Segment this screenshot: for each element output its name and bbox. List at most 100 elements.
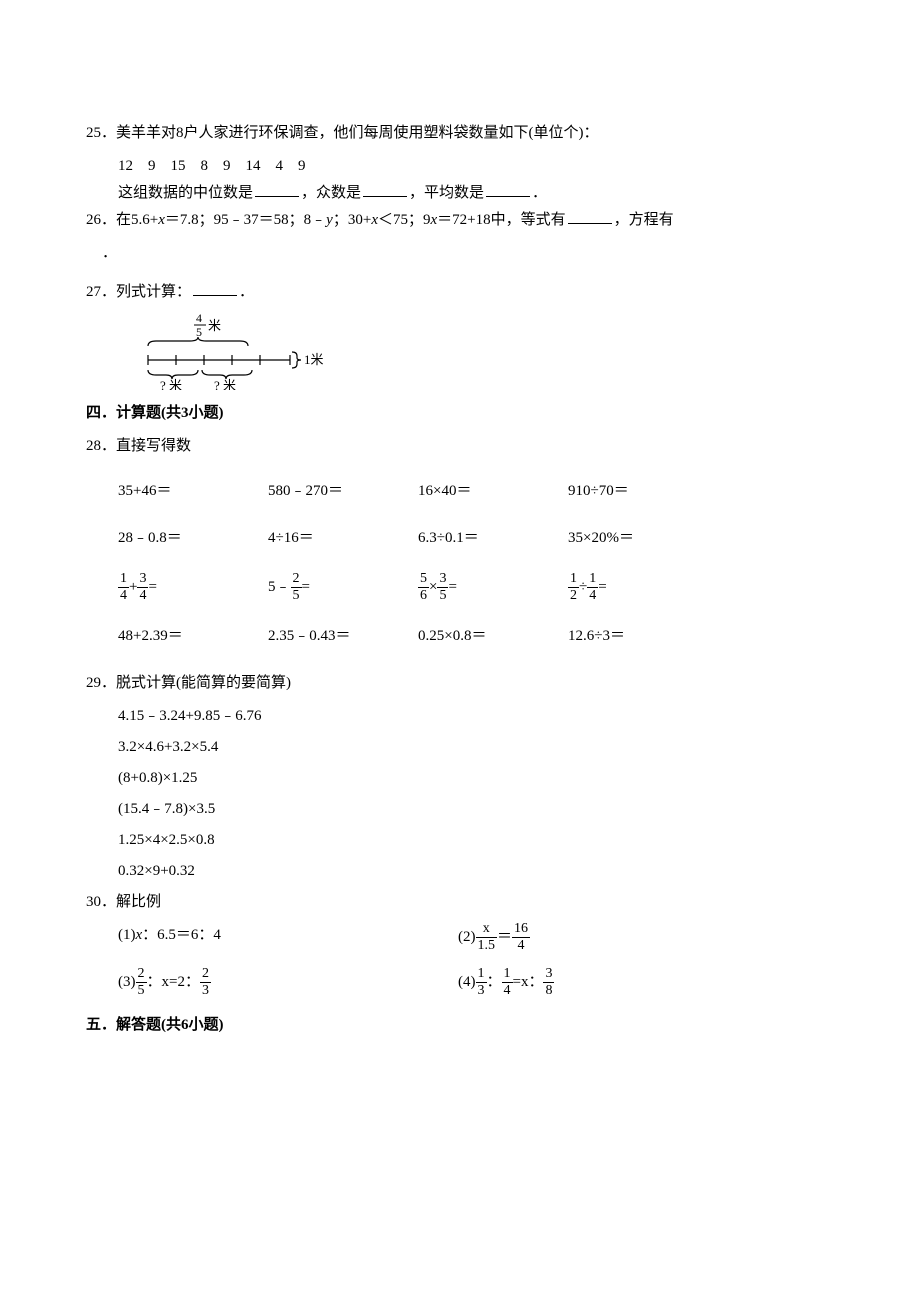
text: ＝7.8；95﹣37＝58；8﹣	[165, 212, 326, 228]
table-row: 35+46＝580﹣270＝16×40＝910÷70＝	[118, 468, 718, 515]
q25-part2: 这组数据的中位数是 ，众数是 ，平均数是 ．	[86, 180, 840, 207]
question-text: 解比例	[116, 894, 161, 910]
question-number: 30．	[86, 894, 116, 910]
question-number: 25．	[86, 125, 116, 141]
calc-cell: 4÷16＝	[268, 515, 418, 562]
diagram-bottom-left: ? 米	[160, 378, 182, 390]
blank-mean[interactable]	[486, 181, 530, 198]
text: ：6.5＝6：4	[142, 927, 221, 943]
question-text: 美羊羊对8户人家进行环保调查，他们每周使用塑料袋数量如下(单位个)：	[116, 125, 599, 141]
calc-cell: 12.6÷3＝	[568, 613, 718, 660]
question-27: 27．列式计算： ．	[86, 279, 840, 306]
question-number: 29．	[86, 675, 116, 691]
blank-mode[interactable]	[363, 181, 407, 198]
question-text: 脱式计算(能简算的要简算)	[116, 675, 291, 691]
q29-item: 4.15﹣3.24+9.85﹣6.76	[86, 703, 840, 730]
calc-cell: 14+34=	[118, 562, 268, 613]
frac: 38	[543, 967, 554, 998]
blank-median[interactable]	[255, 181, 299, 198]
q29-item: 3.2×4.6+3.2×5.4	[86, 734, 840, 761]
svg-text:4: 4	[196, 312, 202, 325]
text: ＝	[497, 929, 512, 945]
text: ：	[487, 974, 502, 990]
label: (2)	[458, 929, 476, 945]
label: (3)	[118, 974, 136, 990]
question-29: 29．脱式计算(能简算的要简算)	[86, 670, 840, 697]
calc-cell: 12÷14=	[568, 562, 718, 613]
svg-text:5: 5	[196, 325, 202, 339]
text: ，众数是	[301, 185, 361, 201]
section-4-title: 四．计算题(共3小题)	[86, 400, 840, 427]
q30-item4: (4)13：14=x：38	[458, 967, 554, 998]
var-x: x	[158, 212, 165, 228]
question-text: 直接写得数	[116, 438, 191, 454]
q30-item1: (1)x：6.5＝6：4	[118, 922, 458, 953]
label: (1)	[118, 927, 136, 943]
var-y: y	[326, 212, 333, 228]
calc-cell: 580﹣270＝	[268, 468, 418, 515]
label: (4)	[458, 974, 476, 990]
blank-expression[interactable]	[193, 280, 237, 297]
text: ．	[532, 185, 547, 201]
q30-row1: (1)x：6.5＝6：4 (2)x1.5＝164	[86, 922, 840, 953]
question-30: 30．解比例	[86, 889, 840, 916]
q30-row2: (3)25：x=2：23 (4)13：14=x：38	[86, 967, 840, 998]
q29-item: 0.32×9+0.32	[86, 858, 840, 885]
calc-cell: 0.25×0.8＝	[418, 613, 568, 660]
question-number: 27．	[86, 284, 116, 300]
text: ，平均数是	[409, 185, 484, 201]
q29-item: (15.4﹣7.8)×3.5	[86, 796, 840, 823]
text: 这组数据的中位数是	[118, 185, 253, 201]
frac: 56	[418, 572, 429, 603]
frac: x1.5	[476, 922, 498, 953]
text: ：x=2：	[147, 974, 200, 990]
frac: 14	[502, 967, 513, 998]
q25-data-values: 12 9 15 8 9 14 4 9	[86, 153, 840, 180]
q29-item: (8+0.8)×1.25	[86, 765, 840, 792]
frac: 25	[136, 967, 147, 998]
question-text: 列式计算：	[116, 284, 191, 300]
table-row: 48+2.39＝2.35﹣0.43＝0.25×0.8＝12.6÷3＝	[118, 613, 718, 660]
q29-item: 1.25×4×2.5×0.8	[86, 827, 840, 854]
text: ，方程有	[614, 212, 674, 228]
frac: 12	[568, 572, 579, 603]
q26-period: ．	[86, 240, 840, 267]
text: ＜75；9	[378, 212, 431, 228]
calc-cell: 5﹣25=	[268, 562, 418, 613]
question-28: 28．直接写得数	[86, 433, 840, 460]
frac: 25	[291, 572, 302, 603]
text: 在5.6+	[116, 212, 158, 228]
text: =x：	[513, 974, 544, 990]
q27-diagram: 4 5 米 1米 ? 米 ? 米	[86, 312, 840, 390]
calc-cell: 56×35=	[418, 562, 568, 613]
calc-cell: 6.3÷0.1＝	[418, 515, 568, 562]
q30-item2: (2)x1.5＝164	[458, 922, 530, 953]
frac: 23	[200, 967, 211, 998]
text: ．	[239, 284, 254, 300]
text: ＝72+18中，等式有	[437, 212, 565, 228]
calc-cell: 910÷70＝	[568, 468, 718, 515]
frac: 14	[118, 572, 129, 603]
frac: 164	[512, 922, 530, 953]
var-x: x	[371, 212, 378, 228]
frac: 14	[587, 572, 598, 603]
question-number: 26．	[86, 212, 116, 228]
table-row: 14+34=5﹣25=56×35=12÷14=	[118, 562, 718, 613]
blank-equations[interactable]	[568, 208, 612, 225]
section-5-title: 五．解答题(共6小题)	[86, 1012, 840, 1039]
calc-cell: 35×20%＝	[568, 515, 718, 562]
frac: 35	[437, 572, 448, 603]
question-25: 25．美羊羊对8户人家进行环保调查，他们每周使用塑料袋数量如下(单位个)：	[86, 120, 840, 147]
calc-cell: 28﹣0.8＝	[118, 515, 268, 562]
frac: 34	[137, 572, 148, 603]
frac: 13	[476, 967, 487, 998]
diagram-bottom-right: ? 米	[214, 378, 236, 390]
calc-cell: 48+2.39＝	[118, 613, 268, 660]
q30-item3: (3)25：x=2：23	[118, 967, 458, 998]
diagram-top-unit: 米	[208, 318, 221, 333]
question-26: 26．在5.6+x＝7.8；95﹣37＝58；8﹣y；30+x＜75；9x＝72…	[86, 207, 840, 234]
table-row: 28﹣0.8＝4÷16＝6.3÷0.1＝35×20%＝	[118, 515, 718, 562]
question-number: 28．	[86, 438, 116, 454]
q29-list: 4.15﹣3.24+9.85﹣6.76 3.2×4.6+3.2×5.4 (8+0.8…	[86, 703, 840, 885]
calc-cell: 16×40＝	[418, 468, 568, 515]
